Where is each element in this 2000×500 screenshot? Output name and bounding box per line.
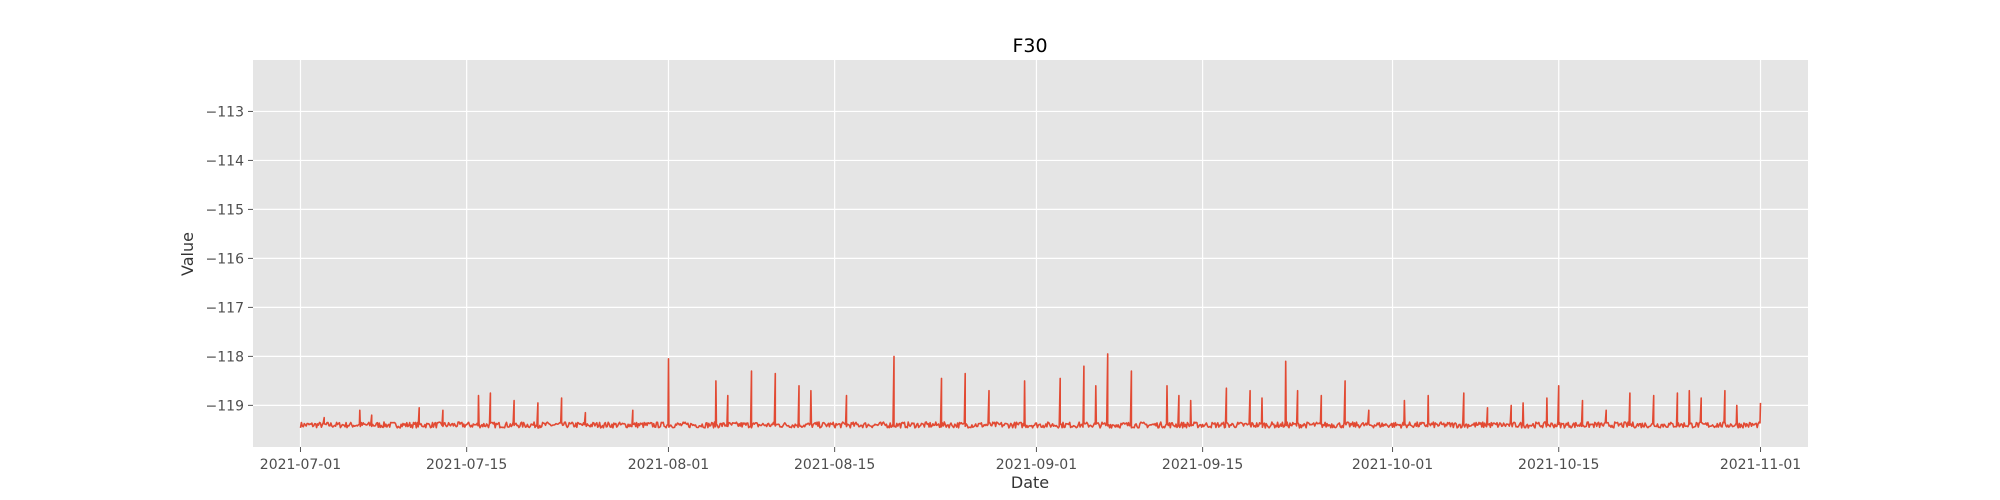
x-tick-label: 2021-07-01 bbox=[260, 457, 341, 473]
chart-title: F30 bbox=[1012, 35, 1047, 57]
grid-lines bbox=[253, 60, 1808, 447]
x-tick-label: 2021-08-01 bbox=[628, 457, 709, 473]
x-tick-label: 2021-09-15 bbox=[1162, 457, 1243, 473]
x-tick-label: 2021-07-15 bbox=[426, 457, 507, 473]
y-tick-label: −118 bbox=[206, 349, 244, 365]
y-tick-label: −113 bbox=[206, 104, 244, 120]
y-tick-label: −115 bbox=[206, 202, 244, 218]
series-line bbox=[299, 353, 1762, 429]
y-axis-ticks: −113 −114 −115 −116 −117 −118 −119 bbox=[206, 104, 253, 414]
plot-background bbox=[253, 60, 1808, 447]
x-tick-label: 2021-09-01 bbox=[996, 457, 1077, 473]
y-tick-label: −116 bbox=[206, 251, 245, 267]
x-tick-label: 2021-10-01 bbox=[1352, 457, 1433, 473]
x-axis-label: Date bbox=[1011, 473, 1049, 492]
y-tick-label: −117 bbox=[206, 300, 244, 316]
x-tick-label: 2021-10-15 bbox=[1518, 457, 1599, 473]
x-axis-ticks: 2021-07-01 2021-07-15 2021-08-01 2021-08-15… bbox=[260, 447, 1801, 473]
x-tick-label: 2021-08-15 bbox=[794, 457, 875, 473]
y-axis-label: Value bbox=[178, 232, 197, 276]
y-tick-label: −119 bbox=[206, 398, 244, 414]
y-tick-label: −114 bbox=[206, 153, 245, 169]
x-tick-label: 2021-11-01 bbox=[1720, 457, 1801, 473]
series-group bbox=[299, 353, 1762, 429]
